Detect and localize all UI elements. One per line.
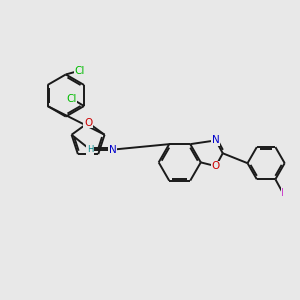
Text: N: N xyxy=(109,145,117,154)
Text: I: I xyxy=(281,188,284,198)
Text: N: N xyxy=(212,135,220,146)
Text: H: H xyxy=(87,145,93,154)
Text: Cl: Cl xyxy=(66,94,77,103)
Text: O: O xyxy=(84,118,92,128)
Text: O: O xyxy=(212,161,220,171)
Text: Cl: Cl xyxy=(74,66,85,76)
